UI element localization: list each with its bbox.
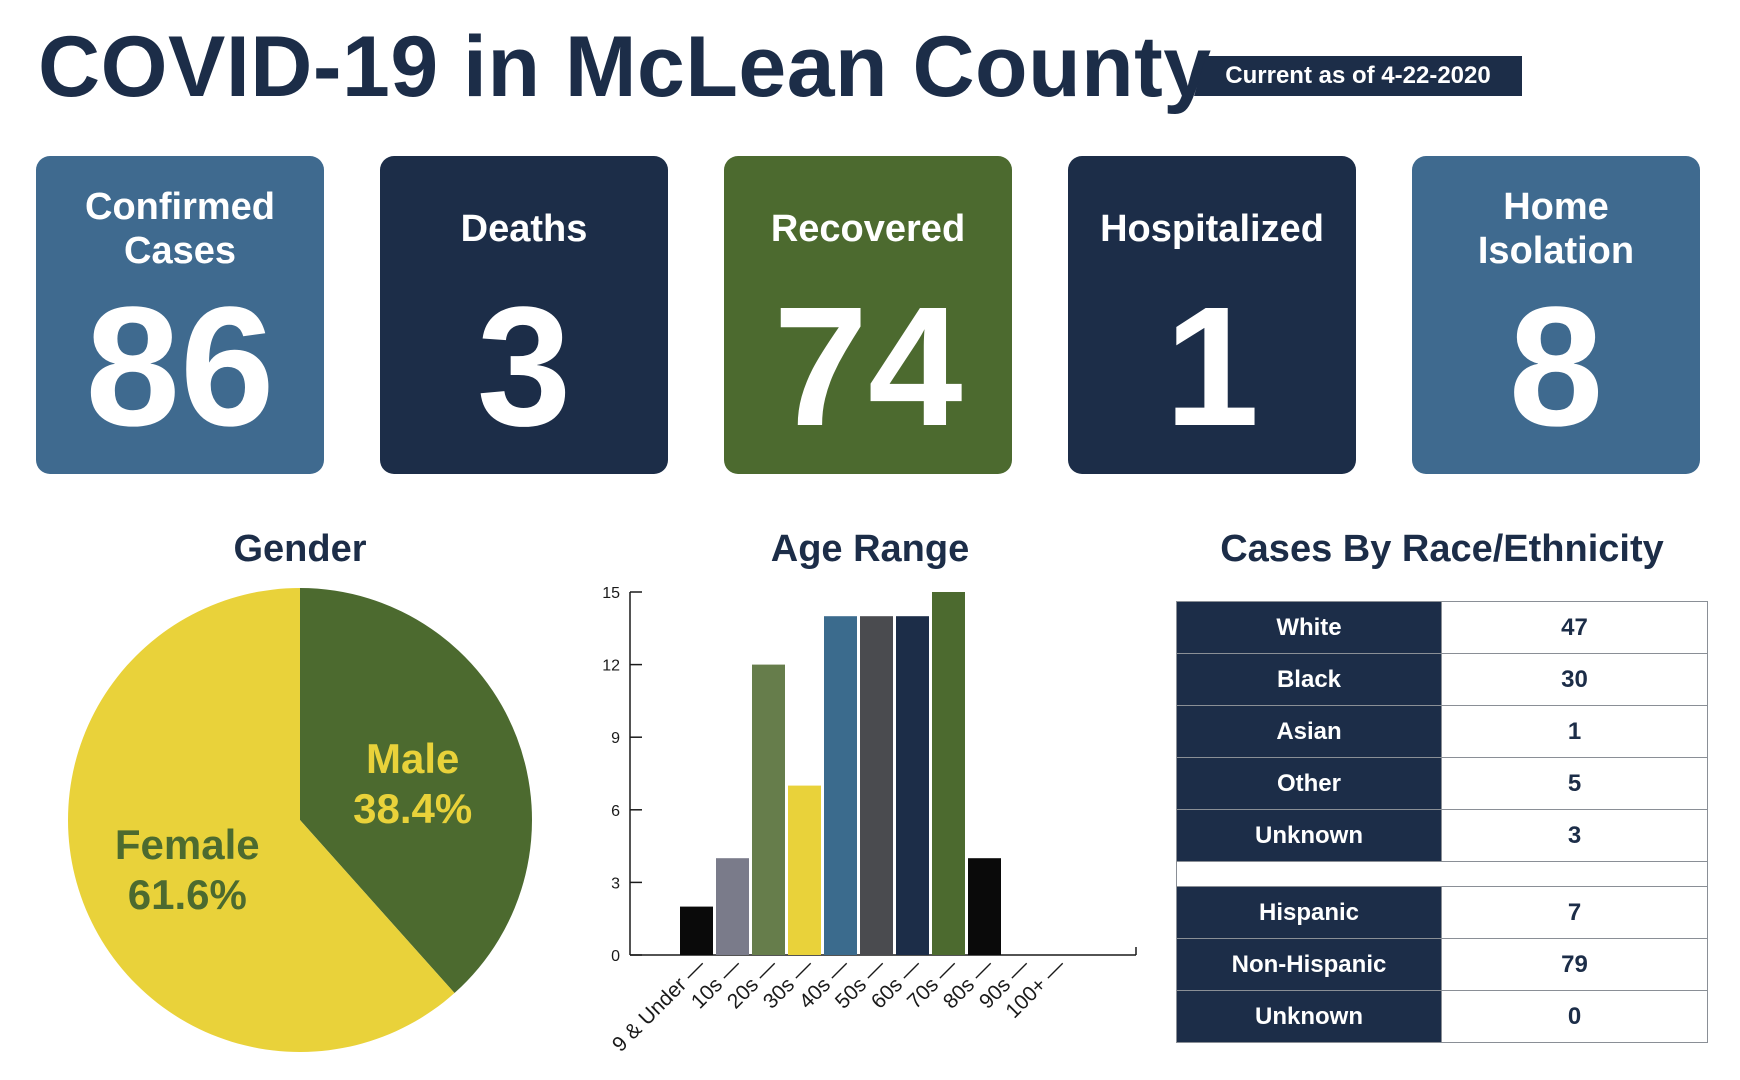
y-tick-label: 9 (611, 730, 620, 747)
table-row: Other 5 (1176, 757, 1708, 810)
race-table-title: Cases By Race/Ethnicity (1220, 528, 1664, 570)
bar-70s (932, 592, 965, 955)
stat-card-confirmed-cases: Confirmed Cases 86 (36, 156, 324, 474)
row-value: 1 (1441, 705, 1708, 758)
row-value: 47 (1441, 601, 1708, 654)
pie-slice-label: Female (115, 821, 260, 868)
row-value: 5 (1441, 757, 1708, 810)
bar-50s (860, 616, 893, 955)
bar-9-under (680, 906, 713, 955)
row-value: 3 (1441, 809, 1708, 862)
bar-40s (824, 616, 857, 955)
row-label: Non-Hispanic (1176, 938, 1442, 991)
pie-slice-female (67, 588, 455, 1052)
age-chart-title: Age Range (770, 528, 970, 570)
stat-value: 74 (773, 272, 963, 462)
row-value: 7 (1441, 886, 1708, 939)
gender-chart-title: Gender (233, 528, 367, 570)
row-label: Hispanic (1176, 886, 1442, 939)
bar-20s (752, 664, 785, 955)
pie-slice-value: 38.4% (353, 785, 472, 832)
pie-slice-male (300, 588, 532, 994)
stat-label: Hospitalized (1100, 208, 1324, 251)
table-row: Black 30 (1176, 653, 1708, 706)
row-value: 79 (1441, 938, 1708, 991)
date-badge: Current as of 4-22-2020 (1194, 56, 1522, 96)
stat-card-deaths: Deaths 3 (380, 156, 668, 474)
y-tick-label: 3 (611, 875, 620, 892)
bar-60s (896, 616, 929, 955)
table-row: Asian 1 (1176, 705, 1708, 758)
table-row: Unknown 0 (1176, 990, 1708, 1043)
table-row: White 47 (1176, 601, 1708, 654)
page-title: COVID-19 in McLean County (38, 19, 1212, 115)
row-label: Unknown (1176, 990, 1442, 1043)
row-value: 0 (1441, 990, 1708, 1043)
stat-value: 3 (476, 272, 572, 462)
table-row: Unknown 3 (1176, 809, 1708, 862)
table-group-spacer (1176, 861, 1708, 887)
y-tick-label: 15 (602, 585, 620, 602)
stat-label: Home Isolation (1477, 186, 1635, 272)
row-label: White (1176, 601, 1442, 654)
pie-slice-label: Male (366, 735, 459, 782)
stat-value: 8 (1508, 272, 1604, 462)
row-value: 30 (1441, 653, 1708, 706)
stat-label: Deaths (460, 208, 588, 251)
stat-card-hospitalized: Hospitalized 1 (1068, 156, 1356, 474)
stat-label: Confirmed Cases (85, 186, 275, 272)
row-label: Other (1176, 757, 1442, 810)
row-label: Unknown (1176, 809, 1442, 862)
stat-card-home-isolation: Home Isolation 8 (1412, 156, 1700, 474)
pie-slice-value: 61.6% (128, 871, 247, 918)
y-tick-label: 0 (611, 948, 620, 965)
table-row: Hispanic 7 (1176, 886, 1708, 939)
row-label: Black (1176, 653, 1442, 706)
table-row: Non-Hispanic 79 (1176, 938, 1708, 991)
stat-value: 1 (1164, 272, 1260, 462)
y-tick-label: 6 (611, 803, 620, 820)
stat-label: Recovered (770, 208, 966, 251)
bar-10s (716, 858, 749, 955)
bar-30s (788, 785, 821, 955)
stat-value: 86 (85, 272, 275, 462)
race-ethnicity-table: White 47 Black 30 Asian 1 Other 5 Unknow… (1176, 601, 1708, 1043)
y-tick-label: 12 (602, 658, 620, 675)
row-label: Asian (1176, 705, 1442, 758)
stat-card-recovered: Recovered 74 (724, 156, 1012, 474)
bar-80s (968, 858, 1001, 955)
spacer-cell (1176, 861, 1708, 887)
